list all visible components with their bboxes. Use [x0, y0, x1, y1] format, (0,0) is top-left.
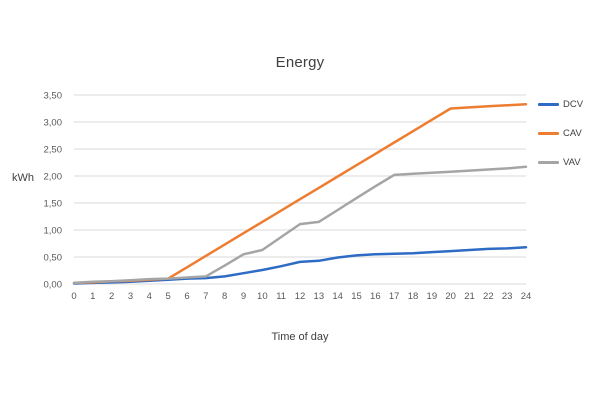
x-tick-label: 15	[351, 291, 362, 302]
x-tick-label: 2	[109, 291, 114, 302]
vav-series-line	[72, 165, 528, 285]
x-tick-label: 17	[389, 291, 400, 302]
cav-line-swatch	[538, 132, 559, 135]
y-tick-label: 3,50	[44, 91, 63, 102]
x-tick-label: 14	[332, 291, 343, 302]
legend-label-cav: CAV	[563, 128, 582, 139]
y-tick-label: 0,00	[44, 280, 63, 291]
x-tick-label: 12	[295, 291, 306, 302]
chart-title: Energy	[275, 54, 325, 71]
x-tick-label: 23	[502, 291, 513, 302]
x-tick-label: 24	[521, 291, 532, 302]
x-tick-label: 8	[222, 291, 227, 302]
x-tick-label: 22	[483, 291, 494, 302]
y-tick-label: 0,50	[44, 253, 63, 264]
x-tick-label: 1	[90, 291, 95, 302]
x-tick-label: 3	[128, 291, 133, 302]
x-tick-label: 7	[203, 291, 208, 302]
y-tick-label: 1,00	[44, 226, 63, 237]
y-tick-label: 1,50	[44, 199, 63, 210]
x-tick-label: 5	[166, 291, 171, 302]
legend-label-vav: VAV	[563, 157, 581, 168]
dcv-line-swatch	[538, 103, 559, 106]
vav-line-swatch	[538, 161, 559, 164]
x-tick-label: 21	[464, 291, 475, 302]
x-tick-label: 9	[241, 291, 246, 302]
x-tick-label: 11	[276, 291, 286, 302]
legend-item-dcv: DCV	[538, 98, 598, 111]
y-axis-title: kWh	[12, 172, 34, 184]
legend-item-vav: VAV	[538, 156, 598, 169]
y-tick-label: 3,00	[44, 118, 63, 129]
x-tick-label: 18	[408, 291, 419, 302]
y-tick-label: 2,50	[44, 145, 63, 156]
legend-label-dcv: DCV	[563, 99, 584, 110]
y-tick-label: 2,00	[44, 172, 63, 183]
dcv-series-line	[72, 246, 528, 285]
x-tick-label: 19	[427, 291, 438, 302]
legend: DCV CAV VAV	[538, 98, 598, 169]
x-axis-title: Time of day	[271, 331, 329, 343]
x-tick-label: 20	[445, 291, 456, 302]
x-tick-label: 6	[184, 291, 189, 302]
legend-item-cav: CAV	[538, 127, 598, 140]
cav-series-line	[72, 102, 528, 285]
x-tick-label: 4	[147, 291, 152, 302]
x-tick-label: 10	[257, 291, 268, 302]
x-tick-label: 16	[370, 291, 381, 302]
x-tick-label: 0	[71, 291, 76, 302]
x-tick-label: 13	[314, 291, 325, 302]
